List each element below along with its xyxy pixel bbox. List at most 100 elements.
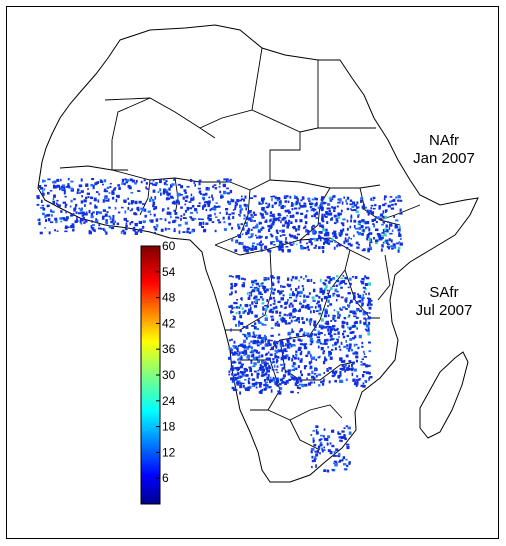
fire-pixel (387, 221, 390, 223)
fire-pixel (236, 199, 240, 203)
fire-pixel (322, 449, 326, 451)
fire-pixel (388, 226, 391, 230)
fire-pixel (312, 439, 315, 442)
fire-pixel (336, 275, 339, 278)
fire-pixel (359, 309, 362, 313)
fire-pixel (280, 318, 284, 322)
fire-pixel (361, 205, 364, 209)
fire-pixel (138, 220, 142, 224)
fire-pixel (277, 349, 280, 353)
fire-pixel (271, 275, 273, 278)
fire-pixel (178, 201, 180, 205)
fire-pixel (217, 205, 221, 208)
fire-pixel (346, 464, 349, 468)
fire-pixel (105, 199, 109, 202)
fire-pixel (362, 203, 365, 208)
fire-pixel (160, 192, 162, 196)
colorbar-tick-label: 18 (162, 420, 176, 434)
fire-pixel (229, 189, 233, 194)
fire-pixel (278, 249, 281, 251)
fire-pixel (255, 350, 258, 354)
fire-pixel (197, 205, 201, 207)
fire-pixel (313, 458, 316, 462)
fire-pixel (257, 321, 261, 324)
fire-pixel (303, 277, 305, 280)
fire-pixel (314, 328, 317, 331)
fire-pixel (202, 206, 204, 210)
fire-pixel (108, 192, 111, 194)
fire-pixel (311, 466, 313, 469)
fire-pixel (382, 203, 386, 207)
fire-pixel (264, 220, 268, 223)
fire-pixel (352, 336, 356, 340)
fire-pixel (167, 197, 171, 200)
fire-pixel (394, 203, 397, 206)
fire-pixel (353, 312, 357, 315)
fire-pixel (343, 196, 345, 199)
fire-pixel (125, 222, 128, 225)
fire-pixel (192, 198, 195, 201)
fire-pixel (54, 229, 56, 232)
fire-pixel (368, 312, 371, 314)
fire-pixel (349, 310, 353, 314)
fire-pixel (241, 307, 244, 310)
fire-pixel (281, 242, 284, 246)
fire-pixel (284, 370, 287, 374)
fire-pixel (239, 208, 244, 211)
fire-pixel (178, 224, 182, 227)
fire-pixel (348, 346, 352, 350)
fire-pixel (298, 387, 301, 390)
fire-pixel (153, 226, 156, 229)
fire-pixel (327, 332, 332, 335)
fire-pixel (213, 184, 217, 186)
fire-pixel (352, 352, 356, 355)
fire-pixel (320, 325, 325, 328)
fire-pixel (64, 227, 68, 230)
fire-pixel (281, 316, 284, 320)
fire-pixel (303, 299, 307, 303)
fire-pixel (338, 460, 341, 463)
fire-pixel (242, 311, 246, 314)
fire-pixel (253, 326, 257, 329)
fire-pixel (369, 299, 373, 302)
fire-pixel (276, 377, 279, 382)
fire-pixel (322, 289, 326, 294)
fire-pixel (116, 222, 120, 226)
fire-pixel (270, 234, 274, 238)
fire-pixel (78, 212, 82, 215)
fire-pixel (339, 230, 343, 235)
fire-pixel (353, 383, 357, 386)
fire-pixel (331, 326, 335, 330)
fire-pixel (268, 310, 273, 313)
fire-pixel (230, 351, 234, 354)
fire-pixel (218, 186, 221, 188)
fire-pixel (348, 314, 351, 317)
fire-pixel (323, 372, 325, 375)
fire-pixel (394, 225, 398, 229)
fire-pixel (102, 209, 106, 212)
fire-pixel (137, 209, 140, 212)
fire-pixel (367, 236, 370, 239)
fire-pixel (241, 351, 245, 354)
fire-pixel (136, 206, 140, 210)
fire-pixel (313, 247, 317, 249)
fire-pixel (251, 228, 253, 231)
fire-pixel (258, 384, 262, 388)
fire-pixel (355, 381, 357, 383)
fire-pixel (270, 218, 272, 222)
fire-pixel (186, 227, 190, 230)
fire-pixel (360, 225, 364, 229)
fire-pixel (299, 380, 303, 383)
fire-pixel (302, 321, 306, 324)
fire-pixel (289, 316, 291, 319)
fire-pixel (70, 214, 74, 217)
fire-pixel (313, 320, 317, 324)
fire-pixel (230, 282, 233, 286)
fire-pixel (134, 182, 137, 185)
fire-pixel (245, 326, 249, 329)
fire-pixel (258, 291, 262, 295)
fire-pixel (327, 295, 331, 299)
fire-pixel (317, 356, 321, 359)
fire-pixel (325, 320, 329, 324)
fire-pixel (300, 373, 303, 377)
